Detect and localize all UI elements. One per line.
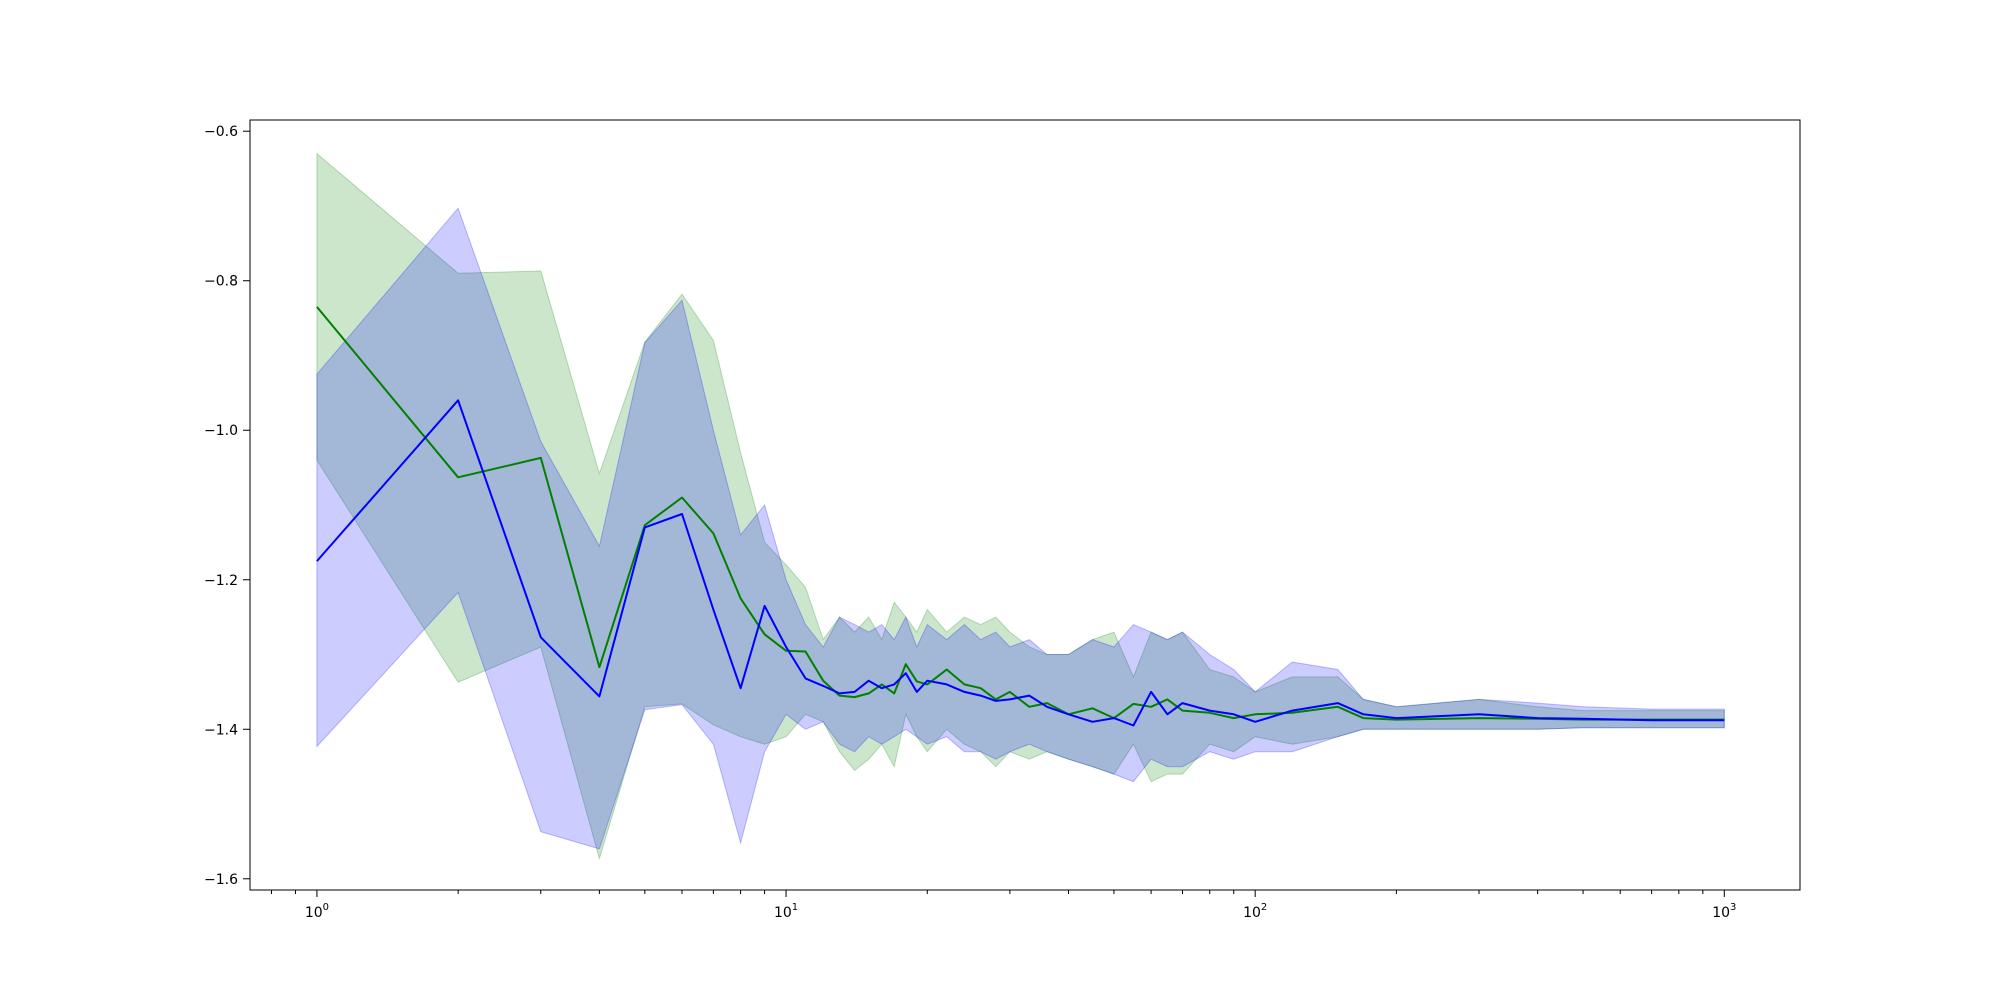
x-tick-label: 101: [774, 902, 798, 921]
series-1-line: [316, 399, 1725, 727]
y-tick-label: −1.0: [204, 423, 238, 439]
y-tick-label: −0.8: [204, 274, 238, 290]
y-tick-label: −0.6: [204, 124, 238, 140]
axes-frame: [249, 119, 1801, 891]
series-lines: [316, 306, 1725, 727]
confidence-bands: [316, 152, 1725, 861]
y-tick-label: −1.6: [204, 872, 238, 888]
x-tick-label: 100: [305, 902, 329, 921]
series-1-band: [316, 207, 1725, 850]
x-tick-label: 103: [1712, 902, 1736, 921]
series-0-line: [316, 306, 1725, 721]
y-tick-label: −1.4: [204, 722, 238, 738]
y-axis-ticks: −0.6 −0.8 −1.0 −1.2 −1.4 −1.6: [204, 124, 250, 888]
series-0-band: [316, 152, 1725, 861]
y-tick-label: −1.2: [204, 573, 238, 589]
x-axis-ticks: 100 101 102 103: [270, 890, 1736, 921]
x-tick-label: 102: [1243, 902, 1267, 921]
